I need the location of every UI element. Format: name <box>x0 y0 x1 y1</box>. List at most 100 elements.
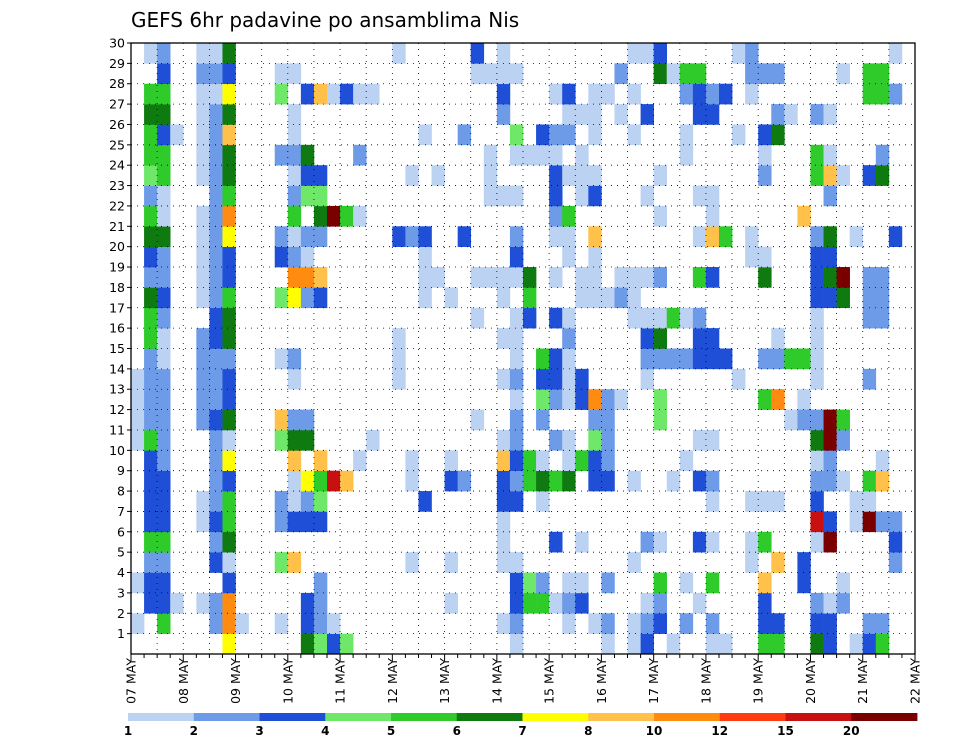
heatmap-cell <box>157 43 171 64</box>
x-tick-label: 07 MAY <box>124 658 139 704</box>
heatmap-cell <box>405 450 419 471</box>
heatmap-cell <box>313 83 328 105</box>
heatmap-cell <box>157 409 171 431</box>
heatmap-cell <box>144 165 158 186</box>
heatmap-cell <box>575 287 589 309</box>
heatmap-cell <box>196 368 210 390</box>
heatmap-cell <box>705 633 720 655</box>
heatmap-cell <box>836 409 850 431</box>
heatmap-cell <box>496 328 511 349</box>
colorbar: 1 2 3 4 5 6 7 8 10 12 15 20 <box>124 713 918 738</box>
heatmap-cell <box>157 429 171 451</box>
y-tick-label: 21 <box>109 219 125 234</box>
heatmap-cell <box>222 429 236 451</box>
colorbar-swatch <box>851 713 918 721</box>
heatmap-cell <box>692 348 707 370</box>
heatmap-cell <box>287 165 302 186</box>
heatmap-cell <box>209 104 223 125</box>
heatmap-cell <box>496 185 511 207</box>
heatmap-cell <box>209 470 223 492</box>
heatmap-cell <box>823 144 837 166</box>
heatmap-cell <box>627 307 641 329</box>
heatmap-cell <box>888 511 903 533</box>
y-tick-label: 19 <box>109 260 125 275</box>
heatmap-cell <box>666 307 681 329</box>
heatmap-cell <box>823 409 837 431</box>
heatmap-cell <box>732 368 746 390</box>
y-tick-label: 6 <box>117 524 125 539</box>
heatmap-cell <box>549 368 563 390</box>
heatmap-cell <box>562 246 576 268</box>
heatmap-cell <box>470 63 485 85</box>
heatmap-cell <box>313 511 328 533</box>
heatmap-cell <box>300 83 315 105</box>
heatmap-cell <box>653 531 668 553</box>
colorbar-swatch <box>654 713 721 721</box>
heatmap-cell <box>157 104 171 125</box>
heatmap-cell <box>640 368 654 390</box>
heatmap-cell <box>562 389 576 410</box>
heatmap-cell <box>810 613 824 634</box>
heatmap-cell <box>745 63 759 85</box>
heatmap-cell <box>562 572 576 594</box>
heatmap-cell <box>549 124 563 146</box>
heatmap-cell <box>588 389 602 410</box>
heatmap-cell <box>758 613 772 634</box>
heatmap-cell <box>745 83 759 105</box>
heatmap-cell <box>144 348 158 370</box>
heatmap-cell <box>222 450 236 471</box>
heatmap-cell <box>549 165 563 186</box>
heatmap-cell <box>705 328 720 349</box>
y-tick-label: 7 <box>117 504 125 519</box>
heatmap-cell <box>509 185 524 207</box>
heatmap-cell <box>666 63 681 85</box>
heatmap-cells <box>131 43 903 655</box>
heatmap-cell <box>209 287 223 309</box>
heatmap-cell <box>300 246 315 268</box>
y-tick-label: 30 <box>109 36 125 51</box>
colorbar-swatch <box>193 713 260 721</box>
heatmap-cell <box>196 124 210 146</box>
heatmap-cell <box>758 267 772 288</box>
heatmap-cell <box>457 226 472 247</box>
heatmap-cell <box>705 470 720 492</box>
heatmap-cell <box>157 83 171 105</box>
heatmap-cell <box>562 470 576 492</box>
heatmap-cell <box>745 531 759 553</box>
heatmap-cell <box>784 104 798 125</box>
heatmap-cell <box>222 124 236 146</box>
heatmap-cell <box>405 165 419 186</box>
y-tick-label: 28 <box>109 76 125 91</box>
heatmap-cell <box>222 104 236 125</box>
heatmap-cell <box>666 470 681 492</box>
heatmap-cell <box>810 511 824 533</box>
y-tick-label: 14 <box>109 361 125 376</box>
heatmap-cell <box>274 348 289 370</box>
heatmap-cell <box>496 368 511 390</box>
heatmap-cell <box>509 328 524 349</box>
heatmap-cell <box>745 43 759 64</box>
heatmap-cell <box>784 409 798 431</box>
heatmap-cell <box>313 572 328 594</box>
heatmap-cell <box>627 43 641 64</box>
heatmap-cell <box>575 368 589 390</box>
heatmap-cell <box>287 226 302 247</box>
heatmap-cell <box>797 552 811 573</box>
heatmap-cell <box>222 328 236 349</box>
heatmap-cell <box>862 165 877 186</box>
heatmap-cell <box>222 205 236 227</box>
colorbar-swatch <box>128 713 195 721</box>
heatmap-cell <box>196 63 210 85</box>
heatmap-cell <box>274 491 289 512</box>
heatmap-cell <box>588 287 602 309</box>
heatmap-cell <box>196 348 210 370</box>
heatmap-cell <box>549 531 563 553</box>
heatmap-cell <box>562 83 576 105</box>
heatmap-cell <box>327 633 341 655</box>
heatmap-cell <box>549 205 563 227</box>
heatmap-cell <box>745 226 759 247</box>
heatmap-cell <box>745 491 759 512</box>
heatmap-cell <box>862 307 877 329</box>
heatmap-cell <box>418 226 432 247</box>
heatmap-cell <box>823 246 837 268</box>
